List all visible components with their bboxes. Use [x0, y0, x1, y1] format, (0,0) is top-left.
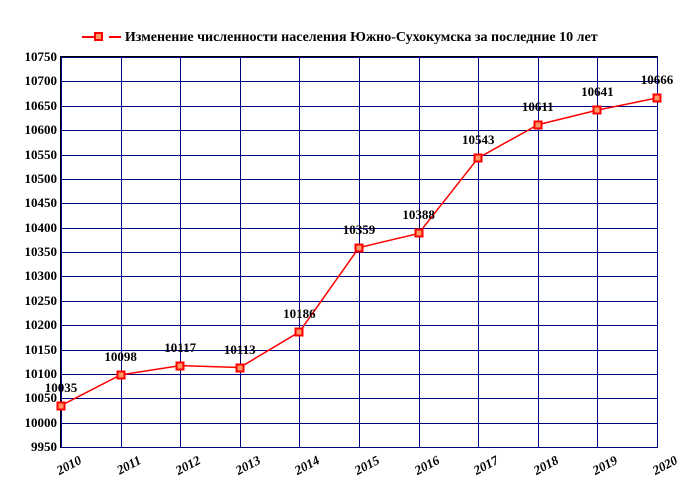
- data-marker: [116, 370, 125, 379]
- legend-line-right: [109, 36, 121, 38]
- x-tick-label: 2013: [230, 447, 263, 479]
- data-label: 10543: [462, 132, 495, 148]
- x-tick-label: 2018: [528, 447, 561, 479]
- legend-text: Изменение численности населения Южно-Сух…: [125, 30, 598, 45]
- y-tick-label: 10650: [25, 98, 62, 114]
- data-label: 10113: [224, 342, 256, 358]
- y-tick-label: 10200: [25, 317, 62, 333]
- data-label: 10186: [283, 306, 316, 322]
- data-label: 10117: [164, 340, 196, 356]
- x-tick-label: 2015: [349, 447, 382, 479]
- y-tick-label: 10600: [25, 122, 62, 138]
- y-tick-label: 10300: [25, 268, 62, 284]
- y-tick-label: 10700: [25, 73, 62, 89]
- data-label: 10035: [45, 380, 78, 396]
- data-marker: [355, 243, 364, 252]
- legend-marker: [94, 32, 103, 41]
- data-label: 10666: [641, 72, 674, 88]
- y-tick-label: 10350: [25, 244, 62, 260]
- x-tick-label: 2014: [289, 447, 322, 479]
- data-label: 10641: [581, 84, 614, 100]
- x-tick-label: 2020: [647, 447, 680, 479]
- data-marker: [533, 120, 542, 129]
- data-marker: [235, 363, 244, 372]
- data-marker: [57, 401, 66, 410]
- chart-legend: Изменение численности населения Южно-Сух…: [0, 30, 680, 46]
- x-tick-label: 2019: [587, 447, 620, 479]
- chart-frame: Изменение численности населения Южно-Сух…: [0, 0, 680, 500]
- y-tick-label: 10150: [25, 342, 62, 358]
- data-marker: [593, 106, 602, 115]
- x-tick-label: 2016: [409, 447, 442, 479]
- y-tick-label: 9950: [31, 439, 61, 455]
- y-tick-label: 10250: [25, 293, 62, 309]
- y-tick-label: 10750: [25, 49, 62, 65]
- y-tick-label: 10400: [25, 220, 62, 236]
- data-marker: [414, 229, 423, 238]
- x-tick-label: 2012: [170, 447, 203, 479]
- gridline-v: [657, 57, 658, 447]
- data-label: 10359: [343, 222, 376, 238]
- y-tick-label: 10500: [25, 171, 62, 187]
- x-tick-label: 2017: [468, 447, 501, 479]
- x-tick-label: 2011: [111, 447, 144, 478]
- gridline-h: [61, 447, 657, 448]
- data-marker: [295, 327, 304, 336]
- data-marker: [176, 361, 185, 370]
- data-label: 10611: [522, 99, 554, 115]
- y-tick-label: 10000: [25, 415, 62, 431]
- data-marker: [653, 93, 662, 102]
- data-label: 10098: [104, 349, 137, 365]
- data-label: 10388: [402, 207, 435, 223]
- y-tick-label: 10550: [25, 147, 62, 163]
- data-marker: [474, 153, 483, 162]
- legend-line-left: [82, 36, 94, 38]
- plot-area: 9950100001005010100101501020010250103001…: [60, 56, 658, 448]
- y-tick-label: 10450: [25, 195, 62, 211]
